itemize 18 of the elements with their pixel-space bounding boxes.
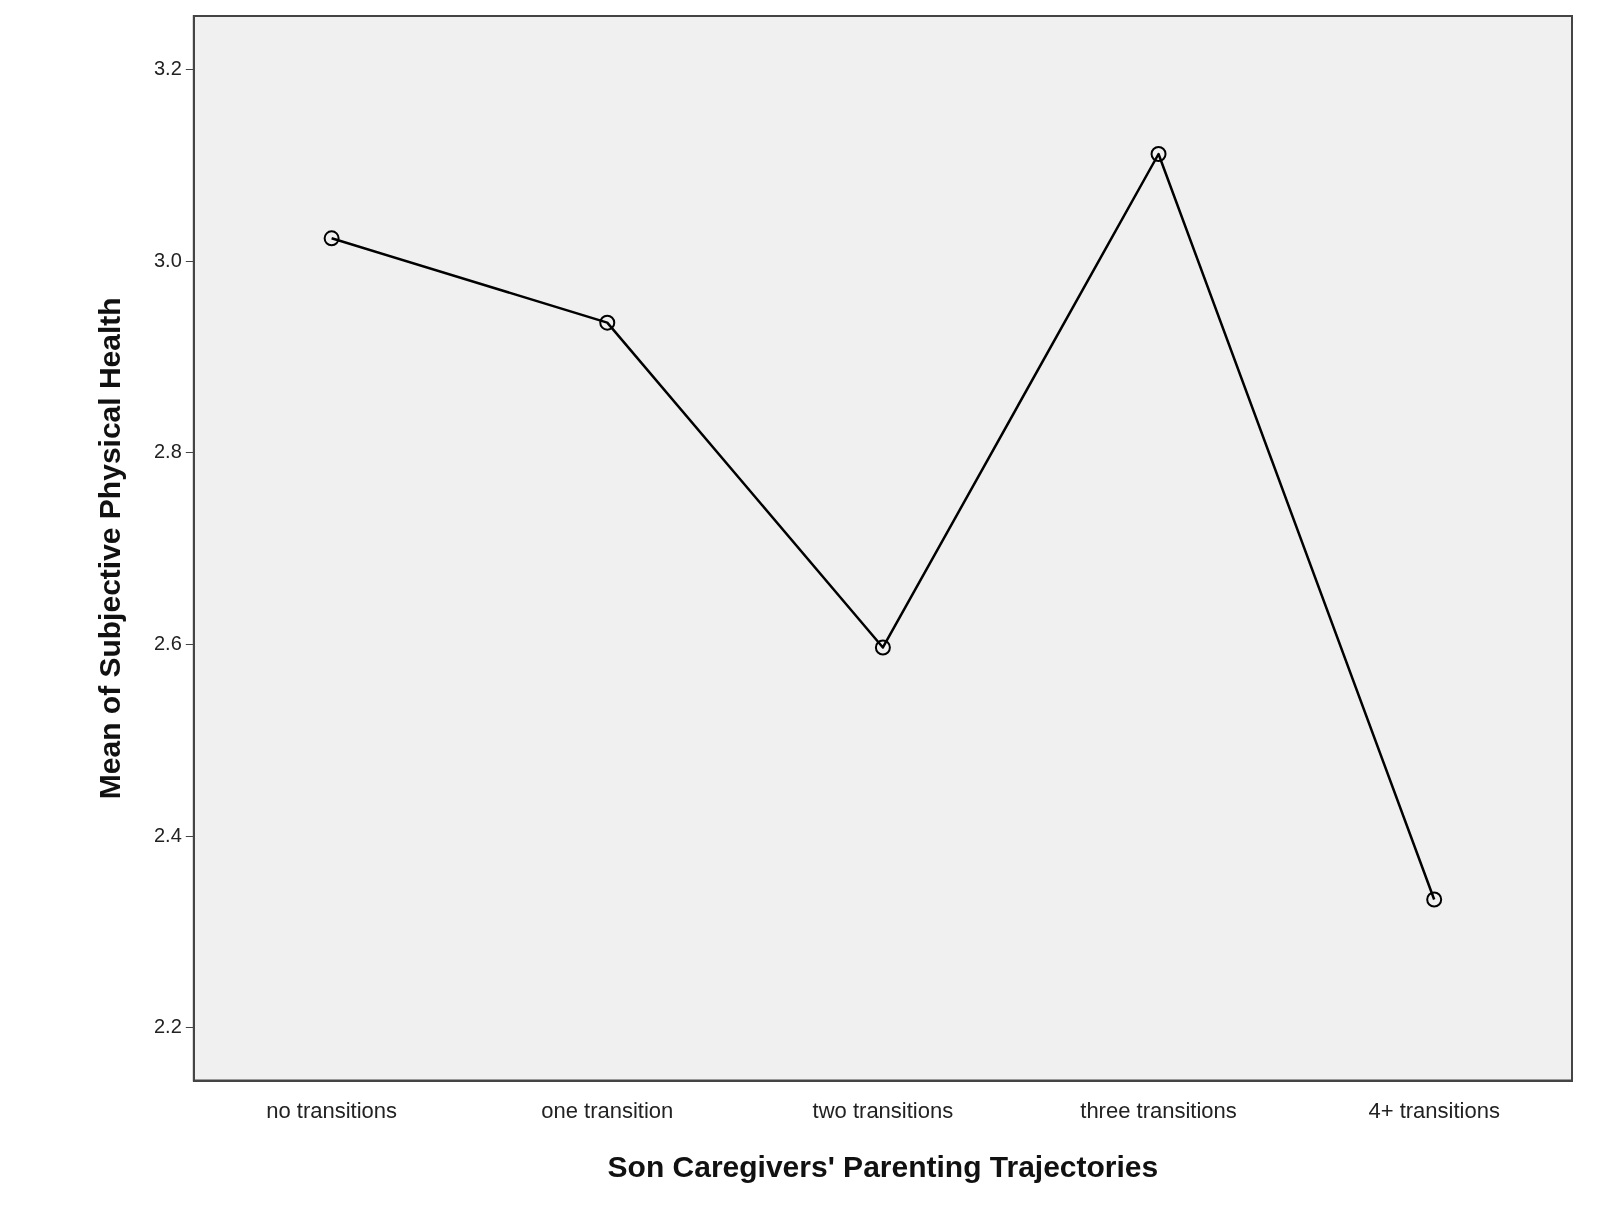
x-tick-label: no transitions bbox=[266, 1097, 398, 1123]
y-tick-label: 2.4 bbox=[153, 823, 182, 846]
x-tick-label: 4+ transitions bbox=[1368, 1097, 1500, 1123]
point bbox=[874, 639, 891, 656]
x-tick-label: one transition bbox=[541, 1097, 674, 1123]
point bbox=[323, 230, 340, 247]
y-tick-label: 2.2 bbox=[153, 1015, 182, 1038]
point bbox=[599, 314, 616, 331]
y-tick-label: 3.0 bbox=[153, 248, 182, 271]
x-tick-label: two transitions bbox=[812, 1097, 954, 1123]
x-tick-label: three transitions bbox=[1080, 1097, 1237, 1123]
y-axis-title: Mean of Subjective Physical Health bbox=[93, 297, 127, 800]
x-axis-title: Son Caregivers' Parenting Trajectories bbox=[607, 1150, 1159, 1184]
point bbox=[1150, 145, 1167, 162]
point bbox=[1426, 891, 1443, 908]
y-tick-label: 3.2 bbox=[153, 57, 182, 80]
y-tick-label: 2.8 bbox=[153, 440, 182, 463]
y-tick-label: 2.6 bbox=[153, 632, 182, 655]
